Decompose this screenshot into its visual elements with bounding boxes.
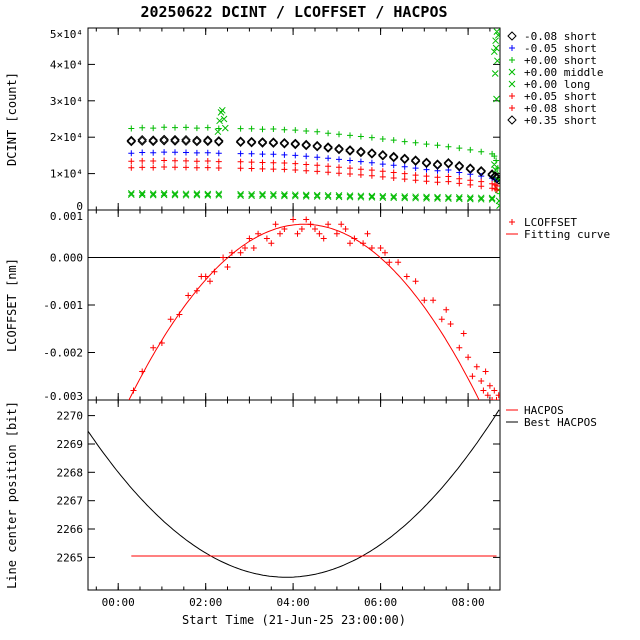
best-hacpos-curve <box>88 409 500 578</box>
legend-label: +0.08 short <box>524 102 597 115</box>
series-0-08-short <box>128 164 500 193</box>
legend-label: Best HACPOS <box>524 416 597 429</box>
legend-item-0-35-short: +0.35 short <box>507 114 597 127</box>
plot-area: 0 1×10⁴ 2×10⁴ 3×10⁴ 4×10⁴ 5×10⁴ 0.001 0.000 -0.0… <box>43 27 610 609</box>
y-tick-label: -0.001 <box>43 299 83 312</box>
y3-axis-label: Line center position [bit] <box>5 401 19 589</box>
y-tick-label: 4×10⁴ <box>50 58 83 71</box>
y-tick-label: 0.000 <box>50 252 83 265</box>
series-0-00-long <box>127 161 500 209</box>
y1-axis-label: DCINT [count] <box>5 72 19 166</box>
y-tick-label: 2268 <box>57 466 84 479</box>
legend-item-best-hacpos: Best HACPOS <box>506 416 597 429</box>
legend-item-0-08-short: +0.08 short <box>509 102 597 115</box>
panel-frame-lcoffset: 0.001 0.000 -0.001 -0.002 -0.003 <box>43 209 501 403</box>
x-axis-label: Start Time (21-Jun-25 23:00:00) <box>182 613 406 627</box>
legend-item-0-05-short: +0.05 short <box>509 90 597 103</box>
legend-item-0-05-short: -0.05 short <box>509 42 597 55</box>
panel-frame-dcint: 0 1×10⁴ 2×10⁴ 3×10⁴ 4×10⁴ 5×10⁴ <box>50 27 501 213</box>
legend-label: HACPOS <box>524 404 564 417</box>
y-tick-label: -0.003 <box>43 390 83 403</box>
legend-item-fitting-curve: Fitting curve <box>506 228 610 241</box>
legend-label: +0.00 long <box>524 78 590 91</box>
y-tick-label: 2267 <box>57 495 84 508</box>
y2-axis-label: LCOFFSET [nm] <box>5 258 19 352</box>
y-tick-label: 2266 <box>57 523 84 536</box>
legend-label: +0.35 short <box>524 114 597 127</box>
legend-label: +0.00 short <box>524 54 597 67</box>
y-tick-label: -0.002 <box>43 347 83 360</box>
y-tick-label: 0 <box>76 200 83 213</box>
series-0-05-short <box>128 149 500 185</box>
legend-label: -0.08 short <box>524 30 597 43</box>
series-0-00-middle <box>127 28 500 202</box>
y-tick-label: 2×10⁴ <box>50 131 83 144</box>
lcoffset-points <box>130 216 500 400</box>
panel-frame-hacpos: 2265 2266 2267 2268 2269 2270 <box>57 399 501 591</box>
legend-item-0-00-middle: +0.00 middle <box>508 66 603 79</box>
y-tick-label: 5×10⁴ <box>50 28 83 41</box>
x-tick-label: 00:00 <box>102 596 135 609</box>
legend-item-0-00-long: +0.00 long <box>508 78 590 91</box>
legend-label: LCOFFSET <box>524 216 577 229</box>
legend-item-hacpos: HACPOS <box>506 404 564 417</box>
y-tick-label: 3×10⁴ <box>50 95 83 108</box>
y-tick-label: 2265 <box>57 551 84 564</box>
x-tick-label: 06:00 <box>364 596 397 609</box>
series-0-05-short <box>128 157 500 189</box>
legend-item-lcoffset: LCOFFSET <box>509 216 577 229</box>
y-tick-label: 2270 <box>57 410 84 423</box>
y-tick-label: 1×10⁴ <box>50 168 83 181</box>
legend-item-0-08-short: -0.08 short <box>507 30 597 43</box>
fitting-curve <box>128 223 480 400</box>
chart-title: 20250622 DCINT / LCOFFSET / HACPOS <box>140 3 447 21</box>
legend-item-0-00-short: +0.00 short <box>509 54 597 67</box>
legend-label: Fitting curve <box>524 228 610 241</box>
x-tick-label: 02:00 <box>189 596 222 609</box>
legend-label: +0.05 short <box>524 90 597 103</box>
series-0-35-short <box>126 136 500 184</box>
x-tick-label: 08:00 <box>452 596 485 609</box>
series-0-00-short <box>128 124 500 197</box>
y-tick-label: 0.001 <box>50 210 83 223</box>
legend-label: -0.05 short <box>524 42 597 55</box>
x-tick-label: 04:00 <box>277 596 310 609</box>
y-tick-label: 2269 <box>57 438 84 451</box>
legend-label: +0.00 middle <box>524 66 603 79</box>
